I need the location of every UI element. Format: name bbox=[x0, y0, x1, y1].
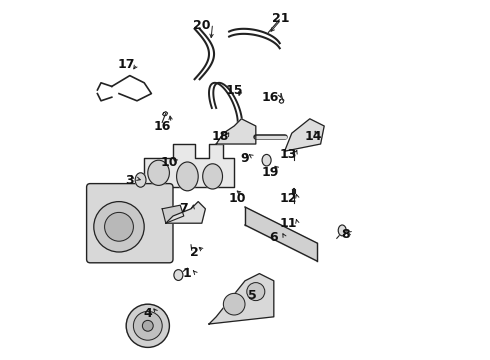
Polygon shape bbox=[162, 205, 184, 223]
Text: 8: 8 bbox=[342, 228, 350, 240]
Text: 10: 10 bbox=[229, 192, 246, 204]
Text: 12: 12 bbox=[279, 192, 297, 204]
Text: 18: 18 bbox=[211, 130, 228, 143]
Text: 20: 20 bbox=[193, 19, 211, 32]
Circle shape bbox=[133, 311, 162, 340]
Text: 5: 5 bbox=[248, 289, 257, 302]
Ellipse shape bbox=[338, 225, 346, 236]
Circle shape bbox=[104, 212, 133, 241]
Text: 9: 9 bbox=[241, 152, 249, 165]
Circle shape bbox=[94, 202, 144, 252]
Text: 21: 21 bbox=[272, 12, 290, 24]
Ellipse shape bbox=[174, 270, 183, 280]
Circle shape bbox=[143, 320, 153, 331]
Text: 16: 16 bbox=[262, 91, 279, 104]
Text: 19: 19 bbox=[262, 166, 279, 179]
FancyBboxPatch shape bbox=[87, 184, 173, 263]
Text: 1: 1 bbox=[183, 267, 192, 280]
Ellipse shape bbox=[203, 164, 222, 189]
Ellipse shape bbox=[176, 162, 198, 191]
Text: 4: 4 bbox=[144, 307, 152, 320]
Text: 14: 14 bbox=[305, 130, 322, 143]
Polygon shape bbox=[166, 202, 205, 223]
Ellipse shape bbox=[135, 173, 146, 187]
Text: 15: 15 bbox=[225, 84, 243, 96]
Text: 16: 16 bbox=[153, 120, 171, 132]
Polygon shape bbox=[209, 274, 274, 324]
Text: 3: 3 bbox=[125, 174, 134, 186]
Polygon shape bbox=[285, 119, 324, 151]
Text: 2: 2 bbox=[190, 246, 199, 258]
Text: 11: 11 bbox=[279, 217, 297, 230]
Circle shape bbox=[126, 304, 170, 347]
Polygon shape bbox=[144, 144, 234, 187]
Ellipse shape bbox=[262, 154, 271, 166]
Text: 7: 7 bbox=[179, 202, 188, 215]
Text: 10: 10 bbox=[161, 156, 178, 168]
Ellipse shape bbox=[148, 160, 170, 185]
Circle shape bbox=[223, 293, 245, 315]
Text: 13: 13 bbox=[279, 148, 297, 161]
Text: 6: 6 bbox=[270, 231, 278, 244]
Text: 17: 17 bbox=[118, 58, 135, 71]
Polygon shape bbox=[216, 119, 256, 144]
Circle shape bbox=[247, 283, 265, 301]
